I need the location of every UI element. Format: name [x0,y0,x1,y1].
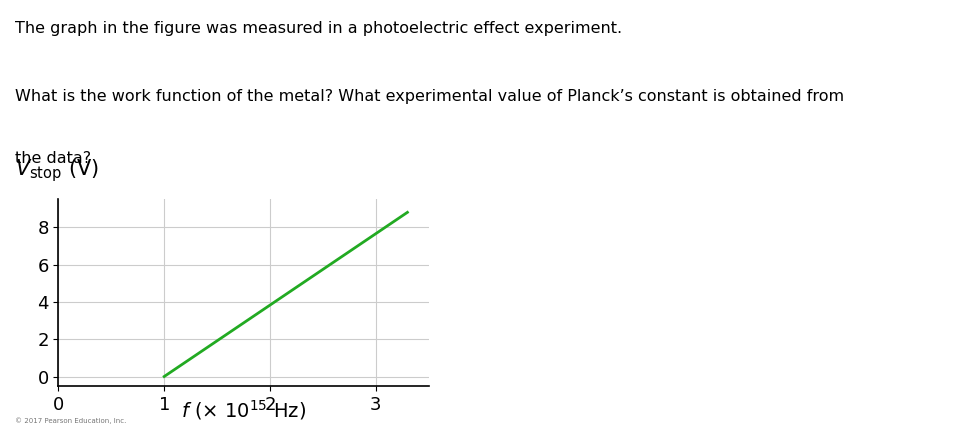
Text: the data?: the data? [15,151,91,165]
Text: © 2017 Pearson Education, Inc.: © 2017 Pearson Education, Inc. [15,417,126,424]
Text: What is the work function of the metal? What experimental value of Planck’s cons: What is the work function of the metal? … [15,89,843,104]
Text: $V_{\rm stop}$ (V): $V_{\rm stop}$ (V) [15,158,98,184]
Text: $f$ ($\times$ 10$^{15}$ Hz): $f$ ($\times$ 10$^{15}$ Hz) [181,398,306,422]
Text: The graph in the figure was measured in a photoelectric effect experiment.: The graph in the figure was measured in … [15,21,621,36]
